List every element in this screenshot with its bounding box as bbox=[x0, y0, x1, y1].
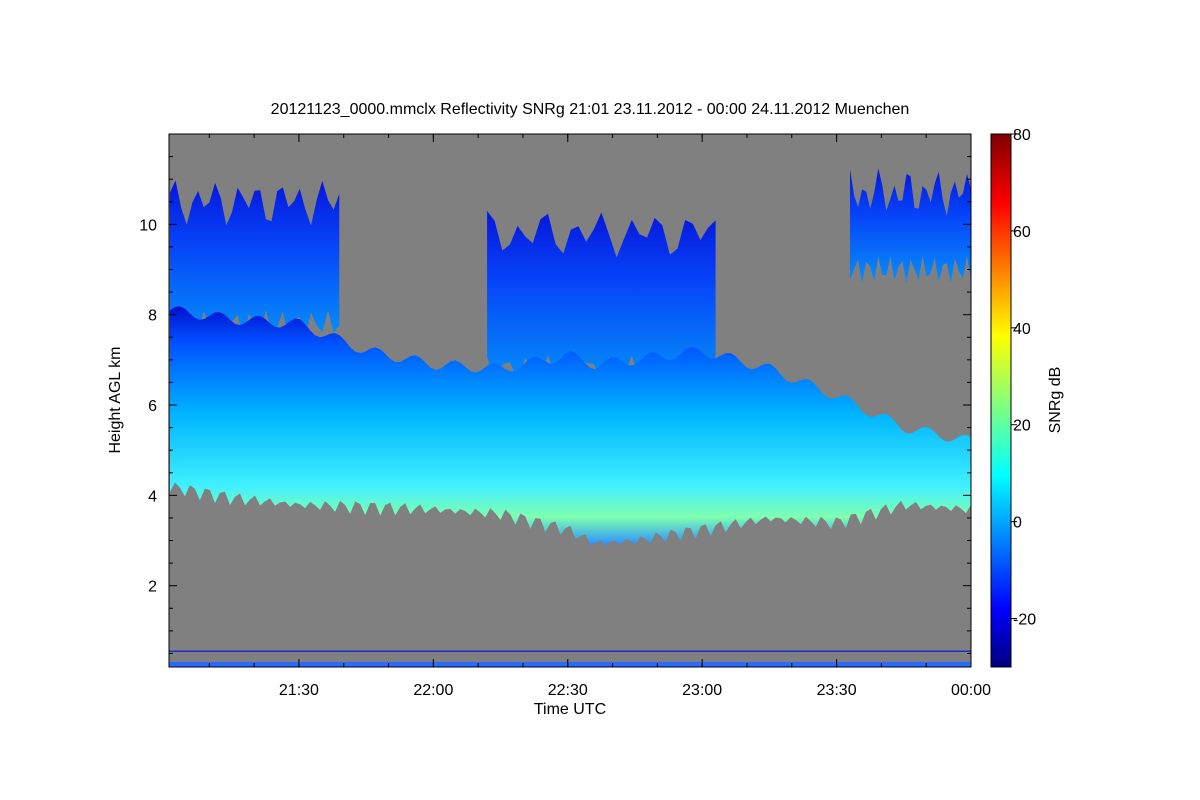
colorbar: -20 0 20 40 60 80 SNRg dB bbox=[990, 127, 1064, 668]
colorbar-label: SNRg dB bbox=[1047, 367, 1064, 434]
colorbar-tick-label: 20 bbox=[1013, 418, 1031, 435]
data-layer bbox=[169, 168, 971, 667]
cirrus-patch bbox=[850, 168, 971, 283]
colorbar-tick-label: 80 bbox=[1013, 127, 1031, 144]
y-axis: 2 4 6 8 10 bbox=[139, 156, 971, 654]
x-tick-label: 00:00 bbox=[951, 682, 991, 699]
x-tick-label: 22:00 bbox=[413, 682, 453, 699]
x-tick-label: 22:30 bbox=[548, 682, 588, 699]
colorbar-gradient bbox=[990, 133, 1012, 668]
x-tick-label: 23:00 bbox=[682, 682, 722, 699]
plot-area bbox=[168, 133, 972, 668]
y-tick-label: 10 bbox=[139, 217, 157, 234]
plot-frame bbox=[168, 133, 972, 668]
cloud-layer bbox=[169, 306, 971, 546]
cirrus-patch bbox=[169, 180, 340, 338]
y-tick-label: 6 bbox=[148, 398, 157, 415]
x-tick-label: 23:30 bbox=[817, 682, 857, 699]
y-tick-label: 8 bbox=[148, 308, 157, 325]
chart-title: 20121123_0000.mmclx Reflectivity SNRg 21… bbox=[271, 101, 910, 118]
colorbar-tick-label: 0 bbox=[1013, 515, 1022, 532]
x-axis-label: Time UTC bbox=[534, 701, 606, 718]
x-axis: 21:30 22:00 22:30 23:00 23:30 00:00 bbox=[208, 134, 991, 699]
x-tick-label: 21:30 bbox=[279, 682, 319, 699]
y-tick-label: 4 bbox=[148, 488, 157, 505]
colorbar-tick-label: -20 bbox=[1013, 612, 1036, 629]
cirrus-patch bbox=[487, 211, 716, 383]
colorbar-tick-label: 60 bbox=[1013, 224, 1031, 241]
y-axis-label: Height AGL km bbox=[107, 346, 124, 453]
colorbar-ticks: -20 0 20 40 60 80 bbox=[1011, 127, 1036, 629]
y-tick-label: 2 bbox=[148, 579, 157, 596]
colorbar-tick-label: 40 bbox=[1013, 321, 1031, 338]
